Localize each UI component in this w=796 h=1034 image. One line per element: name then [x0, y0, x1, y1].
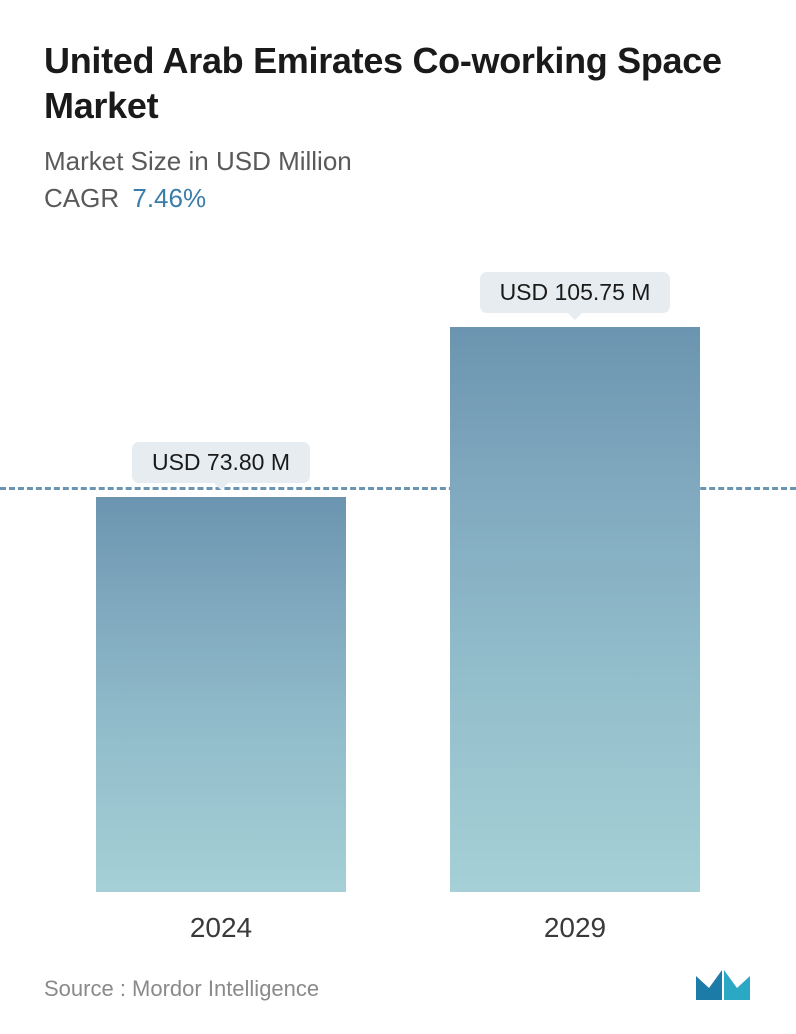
cagr-row: CAGR 7.46% — [44, 183, 752, 214]
chart-title: United Arab Emirates Co-working Space Ma… — [44, 38, 752, 128]
mordor-logo-icon — [694, 962, 752, 1002]
source-attribution: Source : Mordor Intelligence — [44, 976, 319, 1002]
bars-row: USD 73.80 M USD 105.75 M — [44, 312, 752, 892]
chart-area: USD 73.80 M USD 105.75 M 2024 2029 — [0, 254, 796, 962]
xaxis-label-0: 2024 — [81, 912, 361, 944]
xaxis-label-1: 2029 — [435, 912, 715, 944]
chart-subtitle: Market Size in USD Million — [44, 146, 752, 177]
cagr-label: CAGR — [44, 183, 119, 213]
bar-1 — [450, 327, 700, 892]
bar-0 — [96, 497, 346, 892]
bar-group-1: USD 105.75 M — [435, 272, 715, 892]
chart-footer: Source : Mordor Intelligence — [44, 962, 752, 1014]
bar-group-0: USD 73.80 M — [81, 442, 361, 892]
cagr-value: 7.46% — [132, 183, 206, 213]
value-badge-0: USD 73.80 M — [132, 442, 310, 483]
value-badge-1: USD 105.75 M — [480, 272, 671, 313]
xaxis-labels: 2024 2029 — [44, 912, 752, 944]
